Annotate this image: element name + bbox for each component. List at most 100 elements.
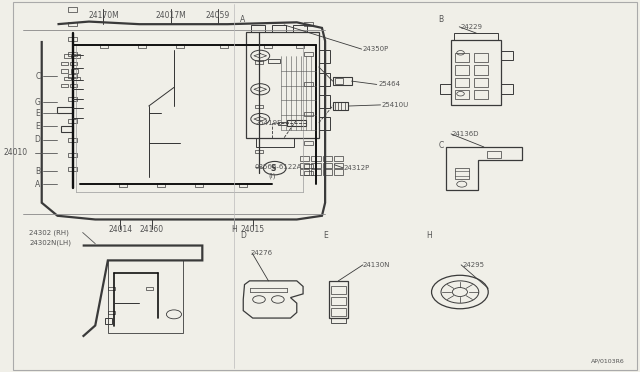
Text: B: B: [35, 167, 40, 176]
Bar: [502, 84, 513, 94]
Bar: [323, 169, 332, 175]
Text: 25464: 25464: [378, 81, 400, 87]
Bar: [272, 25, 286, 32]
Text: 24015: 24015: [241, 225, 265, 234]
Bar: [300, 169, 309, 175]
Bar: [455, 78, 468, 87]
Text: AP/0103R6: AP/0103R6: [591, 359, 624, 364]
Bar: [73, 54, 80, 58]
Bar: [334, 156, 344, 161]
Bar: [61, 62, 68, 65]
Text: 24170M: 24170M: [88, 12, 119, 20]
Text: 24302N(LH): 24302N(LH): [29, 239, 71, 246]
Bar: [64, 77, 70, 80]
Bar: [70, 62, 77, 65]
Bar: [61, 84, 68, 87]
Bar: [239, 183, 247, 187]
Text: 25419E: 25419E: [256, 120, 282, 126]
Bar: [68, 167, 77, 171]
Bar: [311, 163, 321, 168]
Bar: [61, 126, 73, 132]
Bar: [331, 318, 346, 323]
Bar: [323, 163, 332, 168]
Bar: [329, 281, 348, 318]
Bar: [246, 32, 319, 138]
Text: 24136D: 24136D: [451, 131, 479, 137]
Bar: [474, 65, 488, 75]
Bar: [440, 84, 451, 94]
Bar: [70, 84, 77, 87]
Text: G: G: [35, 98, 40, 107]
Bar: [334, 163, 344, 168]
Bar: [256, 138, 294, 147]
Bar: [319, 95, 330, 108]
Text: C: C: [35, 72, 40, 81]
Bar: [119, 183, 127, 187]
Bar: [58, 107, 73, 113]
Bar: [305, 164, 312, 168]
Text: 24160: 24160: [140, 225, 164, 234]
Bar: [454, 33, 499, 40]
Bar: [108, 287, 115, 290]
Bar: [305, 22, 312, 26]
Bar: [220, 44, 228, 48]
Bar: [293, 25, 307, 32]
Bar: [268, 59, 280, 63]
Text: E: E: [36, 122, 40, 131]
Bar: [331, 286, 346, 294]
Text: 24350P: 24350P: [363, 46, 389, 52]
Bar: [451, 40, 502, 105]
Bar: [474, 53, 488, 62]
Bar: [502, 51, 513, 60]
Text: 24295: 24295: [463, 262, 484, 268]
Text: 24014: 24014: [108, 225, 132, 234]
Bar: [487, 151, 501, 158]
Bar: [68, 119, 77, 123]
Bar: [195, 183, 203, 187]
Bar: [255, 150, 263, 153]
Bar: [146, 287, 152, 290]
Bar: [68, 52, 77, 56]
Bar: [68, 74, 77, 78]
Bar: [455, 53, 468, 62]
Bar: [61, 69, 68, 73]
Bar: [68, 37, 77, 41]
Bar: [105, 318, 112, 324]
Bar: [68, 7, 77, 12]
Text: C: C: [438, 141, 444, 150]
Text: 24017M: 24017M: [156, 12, 186, 20]
Text: E: E: [323, 231, 328, 240]
Bar: [305, 52, 312, 56]
Bar: [70, 69, 77, 73]
Text: H: H: [231, 225, 237, 234]
Bar: [334, 169, 344, 175]
Bar: [474, 90, 488, 99]
Text: 24059: 24059: [206, 12, 230, 20]
Bar: [335, 78, 344, 84]
Text: S: S: [271, 164, 276, 173]
Bar: [333, 102, 348, 110]
Bar: [319, 117, 330, 130]
Bar: [319, 73, 330, 86]
Bar: [138, 44, 147, 48]
Bar: [296, 44, 304, 48]
Bar: [455, 90, 468, 99]
Text: 24276: 24276: [251, 250, 273, 256]
Text: 24302 (RH): 24302 (RH): [29, 229, 69, 236]
Bar: [311, 169, 321, 175]
Bar: [157, 183, 165, 187]
Bar: [331, 297, 346, 305]
Bar: [287, 120, 306, 126]
Bar: [305, 82, 312, 86]
Text: E: E: [36, 109, 40, 118]
Bar: [68, 97, 77, 101]
Bar: [474, 78, 488, 87]
Text: H: H: [426, 231, 431, 240]
Bar: [278, 122, 287, 125]
Text: A: A: [240, 15, 245, 24]
Text: 08566-6122A: 08566-6122A: [255, 164, 302, 170]
Bar: [264, 44, 272, 48]
Text: (I): (I): [268, 173, 276, 179]
Bar: [255, 105, 263, 108]
Text: 25410U: 25410U: [382, 102, 409, 108]
